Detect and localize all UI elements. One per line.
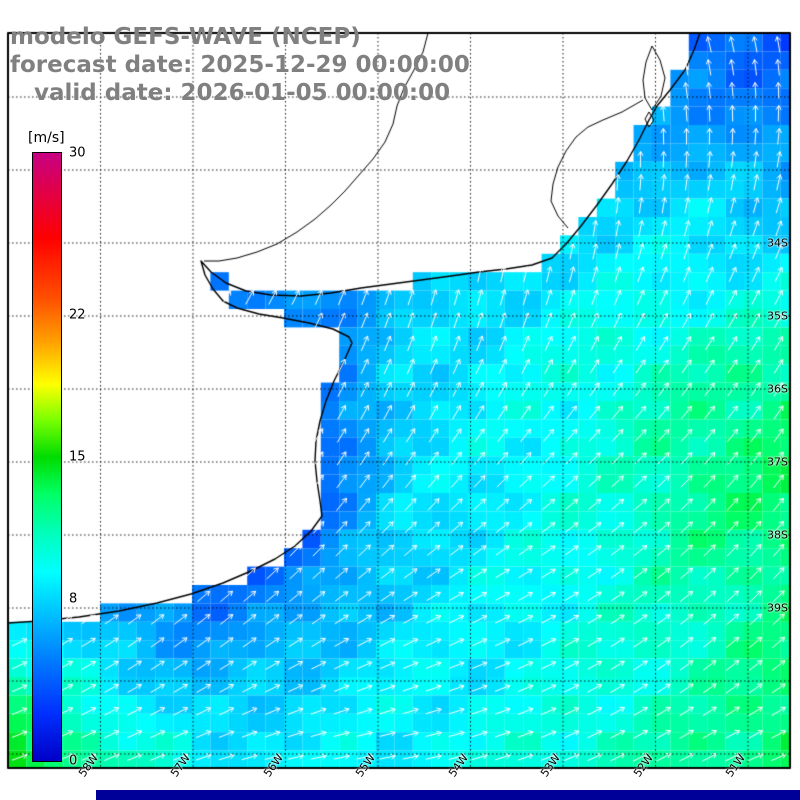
colorbar-units-label: [m/s] [28, 130, 65, 146]
lat-label-37S: 37S [767, 455, 788, 469]
lat-label-36S: 36S [767, 382, 788, 396]
forecast-date-label: forecast date: 2025-12-29 00:00:00 [10, 52, 470, 78]
bottom-strip [96, 790, 800, 800]
colorbar-tick-22: 22 [69, 307, 86, 323]
colorbar-tick-30: 30 [69, 145, 86, 161]
lat-label-39S: 39S [767, 601, 788, 615]
model-title: modelo GEFS-WAVE (NCEP) [10, 24, 361, 50]
lat-label-35S: 35S [767, 309, 788, 323]
lat-label-38S: 38S [767, 528, 788, 542]
valid-date-label: valid date: 2026-01-05 00:00:00 [10, 80, 451, 106]
colorbar-tick-8: 8 [69, 591, 78, 607]
colorbar: 30 22 15 8 0 [32, 146, 86, 769]
lat-label-34S: 34S [767, 236, 788, 250]
colorbar-tick-15: 15 [69, 449, 86, 465]
colorbar-tick-0: 0 [69, 753, 78, 769]
